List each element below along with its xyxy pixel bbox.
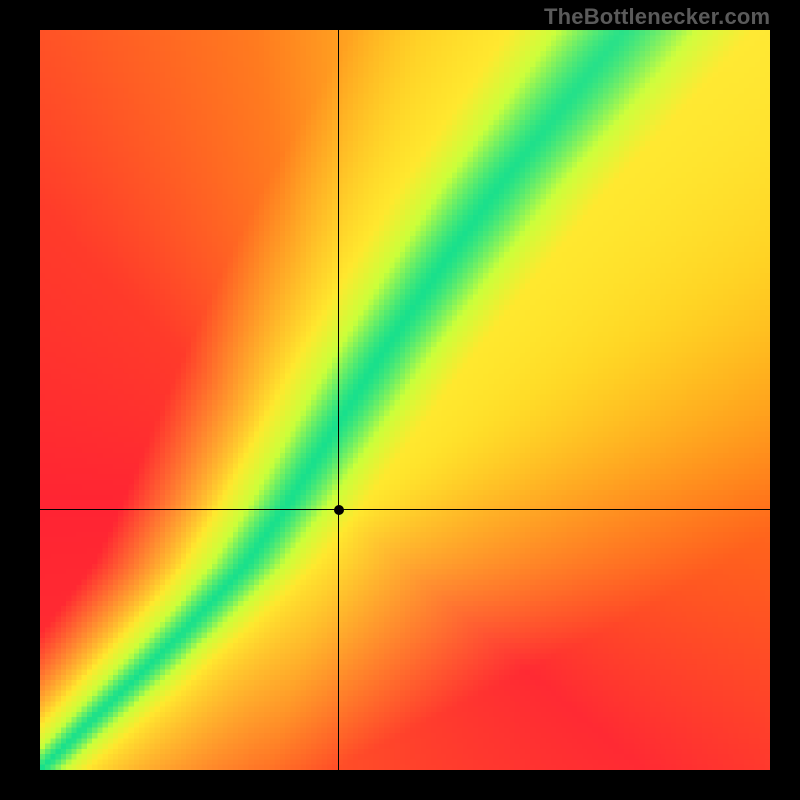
crosshair-vertical — [338, 30, 339, 770]
crosshair-marker — [334, 505, 344, 515]
crosshair-horizontal — [40, 509, 770, 510]
bottleneck-heatmap — [40, 30, 770, 770]
watermark-text: TheBottlenecker.com — [544, 4, 770, 30]
